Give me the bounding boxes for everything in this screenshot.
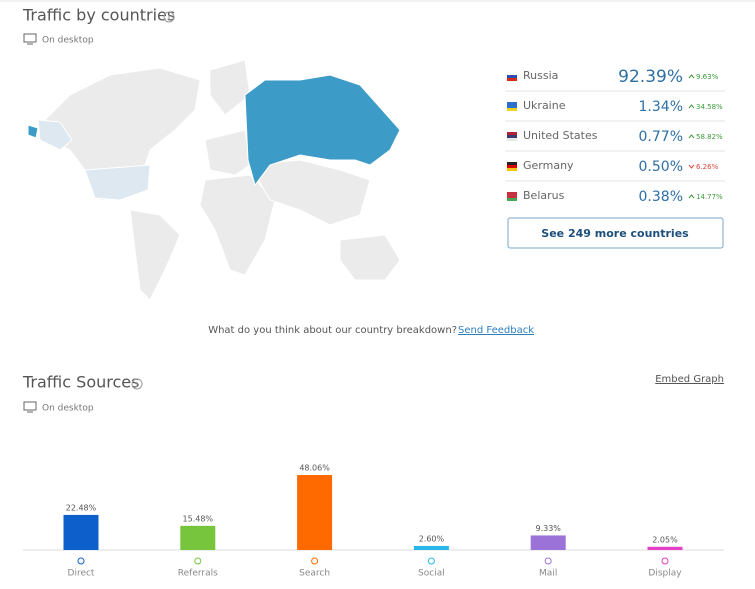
- country-share: 0.50%: [639, 159, 683, 175]
- bar: [63, 514, 99, 550]
- bar: [530, 535, 566, 550]
- flag: [507, 72, 517, 75]
- change-arrow: [688, 104, 695, 109]
- flag: [507, 165, 517, 168]
- country-name: United States: [523, 129, 598, 142]
- value-label: 2.60%: [419, 534, 445, 543]
- change-arrow: [688, 164, 695, 169]
- sources-title: Traffic Sources: [22, 373, 139, 392]
- country-name: Russia: [523, 69, 558, 82]
- country-change: 9.63%: [696, 73, 719, 81]
- category-label: Search: [299, 569, 330, 579]
- value-label: 15.48%: [183, 514, 214, 523]
- flag: [507, 108, 517, 111]
- flag: [507, 102, 517, 105]
- more-countries-label[interactable]: See 249 more countries: [541, 227, 689, 240]
- category-icon: [77, 557, 85, 565]
- category-icon: [311, 557, 319, 565]
- flag: [507, 78, 517, 81]
- bar: [413, 545, 449, 550]
- flag: [507, 162, 517, 165]
- flag: [507, 75, 517, 78]
- info-icon[interactable]: [163, 11, 175, 23]
- feedback-link[interactable]: Send Feedback: [458, 325, 534, 336]
- sources-subtitle: On desktop: [42, 404, 94, 414]
- feedback-question: What do you think about our country brea…: [208, 325, 457, 336]
- world-map: [27, 59, 401, 301]
- country-share: 0.77%: [639, 129, 683, 145]
- country-share: 1.34%: [639, 99, 683, 115]
- value-label: 22.48%: [66, 503, 97, 512]
- country-name: Ukraine: [523, 99, 566, 112]
- category-label: Social: [418, 569, 445, 579]
- more-countries-button[interactable]: See 249 more countries: [507, 217, 724, 249]
- desktop-icon: [23, 401, 37, 413]
- flag: [507, 195, 517, 198]
- bar: [647, 546, 683, 550]
- country-share: 92.39%: [618, 67, 683, 87]
- value-label: 2.05%: [652, 535, 678, 544]
- country-share: 0.38%: [639, 189, 683, 205]
- bar: [297, 475, 333, 550]
- country-change: 34.58%: [696, 103, 723, 111]
- category-icon: [544, 557, 552, 565]
- country-change: 58.82%: [696, 133, 723, 141]
- change-arrow: [688, 134, 695, 139]
- flag: [507, 198, 517, 201]
- value-label: 48.06%: [299, 464, 330, 473]
- info-icon[interactable]: [131, 378, 143, 390]
- flag: [507, 138, 517, 141]
- category-icon: [661, 557, 669, 565]
- country-change: 6.26%: [696, 163, 719, 171]
- bar: [180, 525, 216, 550]
- category-icon: [427, 557, 435, 565]
- country-change: 14.77%: [696, 193, 723, 201]
- country-name: Germany: [523, 159, 574, 172]
- category-label: Direct: [68, 569, 95, 579]
- flag: [507, 105, 517, 108]
- category-label: Referrals: [178, 569, 218, 579]
- desktop-icon: [23, 33, 37, 45]
- change-arrow: [688, 74, 695, 79]
- category-icon: [194, 557, 202, 565]
- flag: [507, 132, 517, 135]
- flag: [507, 168, 517, 171]
- countries-title: Traffic by countries: [22, 6, 175, 25]
- value-label: 9.33%: [535, 524, 561, 533]
- change-arrow: [688, 194, 695, 199]
- embed-graph-link[interactable]: Embed Graph: [655, 374, 724, 385]
- flag: [507, 135, 517, 138]
- country-name: Belarus: [523, 189, 565, 202]
- flag: [507, 192, 517, 195]
- category-label: Mail: [539, 569, 557, 579]
- countries-subtitle: On desktop: [42, 36, 94, 46]
- category-label: Display: [648, 569, 682, 579]
